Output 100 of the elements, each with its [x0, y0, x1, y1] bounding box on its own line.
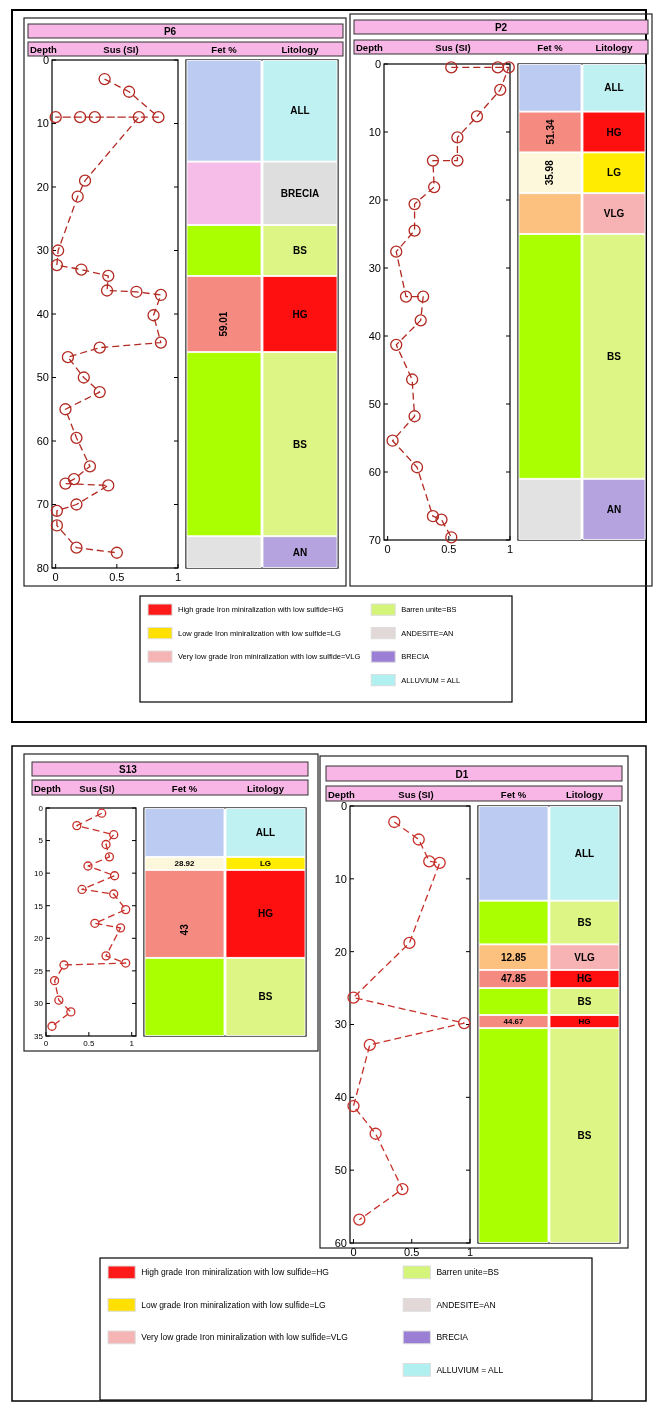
point — [97, 808, 107, 818]
x-axis-title: Sus (SI) — [435, 41, 471, 53]
point — [396, 1182, 409, 1196]
x-tick-label: 0.5 — [441, 543, 457, 555]
point — [49, 975, 60, 986]
point — [88, 111, 101, 124]
annotation: 51.34 — [544, 119, 556, 145]
y-tick-label: 70 — [36, 498, 49, 511]
data-label: AN — [606, 503, 622, 515]
data-label: BS — [577, 917, 592, 929]
y-tick-label: 50 — [334, 1164, 347, 1177]
annotation: 35.98 — [544, 159, 556, 186]
point — [491, 61, 504, 74]
point — [50, 519, 64, 532]
point — [502, 61, 515, 74]
y-tick-label: 5 — [38, 836, 44, 846]
data-label: BRECIA — [280, 187, 320, 199]
y-tick-label: 20 — [334, 945, 347, 958]
y-tick-label: 50 — [368, 397, 381, 410]
point — [59, 960, 69, 970]
point — [369, 1127, 382, 1140]
y-tick-label: 0 — [374, 57, 381, 70]
annotation: 47.85 — [500, 973, 527, 985]
y-tick-label: 60 — [36, 434, 49, 447]
data-label: BS — [258, 991, 273, 1003]
data-label: VLG — [603, 208, 625, 220]
y-tick-label: 10 — [34, 868, 44, 878]
point — [59, 477, 72, 490]
data-label: LG — [607, 167, 622, 179]
data-label: ALL — [604, 82, 624, 94]
point — [101, 839, 111, 850]
x-axis-title: Sus (SI) — [398, 788, 434, 800]
legend-label: Low grade Iron miniralization with low sulfide=LG — [141, 1299, 326, 1310]
y-tick-label: 60 — [368, 465, 381, 478]
point — [386, 434, 399, 447]
data-label: HG — [258, 908, 274, 920]
x-tick-label: Litology — [281, 43, 320, 55]
y-tick-label: 30 — [34, 999, 44, 1009]
point — [51, 244, 65, 257]
point — [70, 541, 83, 554]
point — [408, 197, 421, 211]
y-tick-label: 0 — [38, 803, 44, 813]
point — [410, 461, 424, 474]
point — [399, 290, 413, 303]
point — [47, 1021, 57, 1031]
point — [132, 111, 145, 124]
annotation: 12.85 — [500, 951, 527, 963]
y-tick-label: 40 — [368, 329, 381, 342]
point — [470, 110, 484, 123]
annotation: 28.92 — [174, 859, 196, 869]
point — [67, 472, 81, 486]
data-label: VLG — [574, 951, 595, 963]
point — [54, 995, 64, 1005]
point — [445, 531, 458, 544]
point — [451, 154, 464, 167]
legend-label: High grade Iron miniralization with low sulfide=HG — [141, 1267, 329, 1278]
point — [388, 815, 401, 829]
point — [408, 224, 421, 237]
point — [70, 431, 83, 444]
point — [122, 85, 136, 98]
x-tick-label: Litology — [247, 782, 285, 794]
data-label: HG — [578, 1017, 591, 1027]
point — [405, 373, 419, 386]
legend-label: ANDESITE=AN — [436, 1299, 496, 1310]
point — [494, 83, 507, 96]
point — [78, 174, 92, 187]
point — [412, 833, 425, 846]
point — [109, 871, 120, 881]
point — [417, 290, 430, 303]
point — [101, 951, 111, 961]
point — [109, 889, 119, 899]
x-tick-label: 0 — [350, 1246, 357, 1258]
y-tick-label: 35 — [34, 1031, 44, 1041]
data-label: ALL — [290, 105, 310, 117]
point — [451, 131, 464, 144]
point — [152, 111, 165, 124]
annotation: 44.67 — [503, 1017, 525, 1027]
annotation: 59.01 — [218, 311, 230, 337]
point — [109, 830, 119, 840]
point — [72, 820, 82, 831]
point — [363, 1038, 376, 1052]
point — [90, 918, 100, 928]
data-label: HG — [606, 126, 622, 138]
x-tick-label: 0.5 — [109, 571, 125, 583]
point — [408, 410, 421, 423]
x-tick-label: Fet % — [211, 43, 238, 55]
point — [110, 546, 123, 559]
legend-label: Barren unite=BS — [436, 1267, 500, 1278]
point — [102, 269, 115, 283]
data-label: BS — [293, 438, 308, 450]
point — [93, 385, 106, 399]
point — [100, 284, 114, 297]
point — [435, 513, 448, 526]
point — [154, 336, 168, 349]
y-tick-label: 70 — [368, 533, 381, 546]
x-tick-label: Fet % — [171, 782, 198, 794]
x-tick-label: 1 — [174, 571, 182, 583]
x-tick-label: 1 — [466, 1246, 474, 1258]
data-label: LG — [259, 859, 272, 869]
y-axis-title: Depth — [34, 783, 62, 794]
